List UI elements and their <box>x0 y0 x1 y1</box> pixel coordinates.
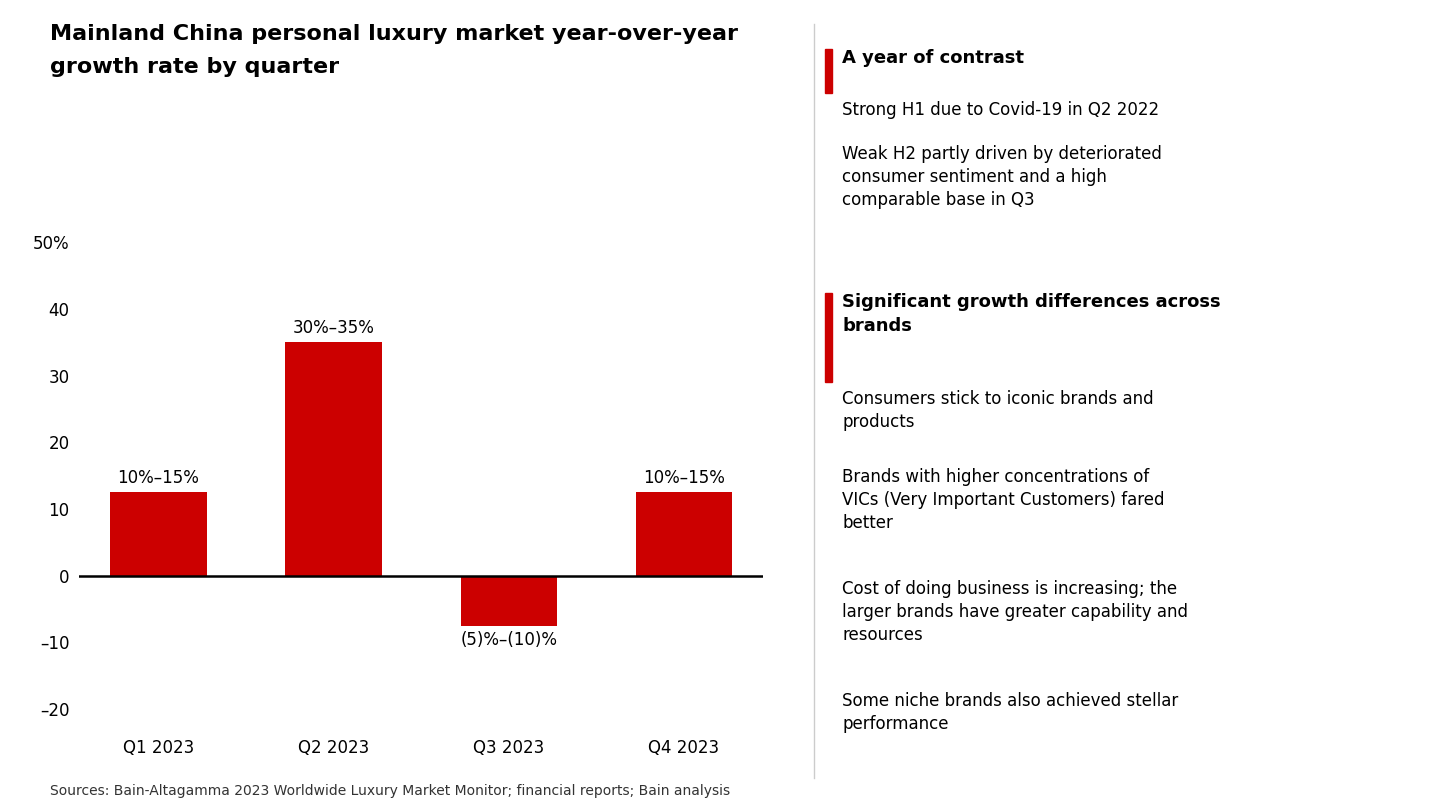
Text: 10%–15%: 10%–15% <box>118 469 199 487</box>
Text: Strong H1 due to Covid-19 in Q2 2022: Strong H1 due to Covid-19 in Q2 2022 <box>842 101 1159 119</box>
Text: Cost of doing business is increasing; the
larger brands have greater capability : Cost of doing business is increasing; th… <box>842 580 1188 644</box>
Bar <box>111 492 206 576</box>
Text: 10%–15%: 10%–15% <box>644 469 724 487</box>
Bar <box>461 576 557 625</box>
Bar <box>636 492 732 576</box>
Text: 30%–35%: 30%–35% <box>292 319 374 337</box>
Text: growth rate by quarter: growth rate by quarter <box>50 57 340 77</box>
Text: A year of contrast: A year of contrast <box>842 49 1024 66</box>
Text: Some niche brands also achieved stellar
performance: Some niche brands also achieved stellar … <box>842 692 1179 732</box>
Text: (5)%–(10)%: (5)%–(10)% <box>461 631 557 649</box>
Text: Sources: Bain-Altagamma 2023 Worldwide Luxury Market Monitor; financial reports;: Sources: Bain-Altagamma 2023 Worldwide L… <box>50 784 730 798</box>
Bar <box>285 343 382 576</box>
Text: Significant growth differences across
brands: Significant growth differences across br… <box>842 293 1221 335</box>
Text: Consumers stick to iconic brands and
products: Consumers stick to iconic brands and pro… <box>842 390 1153 431</box>
Text: Weak H2 partly driven by deteriorated
consumer sentiment and a high
comparable b: Weak H2 partly driven by deteriorated co… <box>842 145 1162 209</box>
Text: Mainland China personal luxury market year-over-year: Mainland China personal luxury market ye… <box>50 24 739 45</box>
Text: Brands with higher concentrations of
VICs (Very Important Customers) fared
bette: Brands with higher concentrations of VIC… <box>842 468 1165 532</box>
